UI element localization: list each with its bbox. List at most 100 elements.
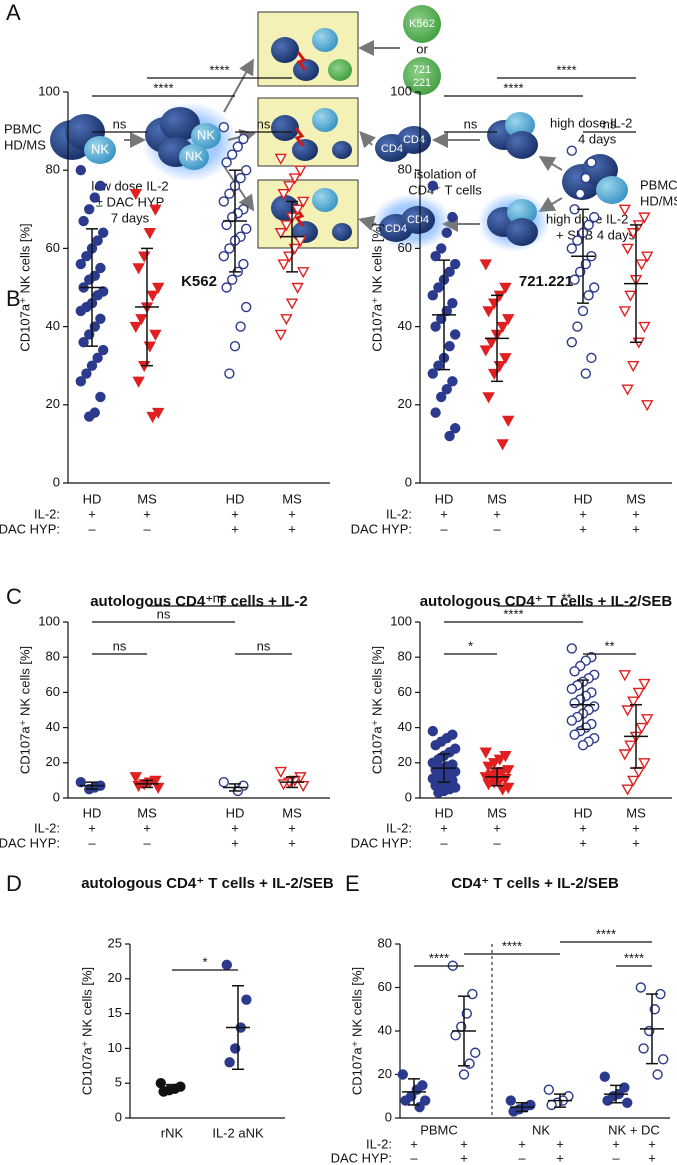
data-point xyxy=(444,340,455,352)
data-point xyxy=(658,1054,669,1065)
group-label: HD xyxy=(435,491,454,506)
group-label: MS xyxy=(626,805,646,820)
data-point xyxy=(572,321,583,332)
category-label: NK + DC xyxy=(608,1122,660,1137)
row-sign: + xyxy=(231,521,239,536)
data-point xyxy=(81,251,92,262)
y-tick-label: 0 xyxy=(405,474,412,489)
data-point xyxy=(92,235,103,246)
significance-label: **** xyxy=(502,938,522,953)
y-tick-label: 0 xyxy=(53,474,60,489)
group-label: HD xyxy=(226,805,245,820)
row-sign: + xyxy=(493,506,501,521)
data-point xyxy=(577,305,589,317)
chart-title: 721.221 xyxy=(519,273,573,290)
data-point xyxy=(627,361,640,373)
y-tick-label: 100 xyxy=(38,613,60,628)
data-point xyxy=(569,274,580,285)
data-point xyxy=(627,775,640,787)
cell-label: 721 xyxy=(413,64,431,76)
data-point xyxy=(129,321,142,334)
data-point xyxy=(420,1095,431,1106)
y-tick-label: 0 xyxy=(53,789,60,804)
row-sign: + xyxy=(440,506,448,521)
significance-label: ns xyxy=(113,116,127,131)
data-point xyxy=(589,282,600,293)
row-sign: – xyxy=(612,1150,620,1165)
data-point xyxy=(297,267,310,279)
data-point xyxy=(427,725,438,737)
data-point xyxy=(441,227,452,238)
data-point xyxy=(294,165,307,177)
label: 4 days xyxy=(578,131,617,146)
data-point xyxy=(129,772,142,784)
data-point xyxy=(622,1097,633,1108)
data-point xyxy=(470,1047,481,1058)
y-tick-label: 5 xyxy=(115,1075,122,1090)
data-point xyxy=(280,220,293,232)
data-point xyxy=(75,305,87,317)
data-point xyxy=(618,749,631,761)
data-point xyxy=(235,321,246,332)
data-point xyxy=(95,262,106,274)
chart-title: CD4⁺ T cells + IL-2/SEB xyxy=(451,875,619,892)
y-tick-label: 40 xyxy=(46,318,60,333)
data-point xyxy=(229,340,241,352)
row-sign: + xyxy=(460,1136,468,1151)
data-point xyxy=(450,1030,461,1041)
data-point xyxy=(566,337,577,348)
data-point xyxy=(447,211,458,223)
data-point xyxy=(496,321,509,334)
data-point xyxy=(543,1084,554,1095)
significance-label: **** xyxy=(429,950,449,965)
row-sign: + xyxy=(288,835,296,850)
y-tick-label: 60 xyxy=(46,240,60,255)
group-label: IL-2 aNK xyxy=(212,1125,264,1140)
significance-label: ns xyxy=(464,116,478,131)
data-point xyxy=(575,188,586,199)
data-point xyxy=(641,251,654,263)
group-label: HD xyxy=(574,805,593,820)
data-point xyxy=(502,314,515,326)
data-point xyxy=(479,345,492,357)
significance-label: ** xyxy=(604,638,614,653)
data-point xyxy=(218,196,230,207)
data-point xyxy=(624,740,637,752)
data-point xyxy=(238,258,249,270)
data-point xyxy=(621,384,634,396)
data-point xyxy=(224,1057,235,1068)
data-point xyxy=(75,164,87,176)
category-label: NK xyxy=(532,1122,550,1137)
y-tick-label: 100 xyxy=(38,83,60,98)
data-point xyxy=(297,780,310,793)
row-sign: + xyxy=(143,506,151,521)
group-label: HD xyxy=(83,805,102,820)
label: PBMC xyxy=(4,121,42,136)
panel-label: C xyxy=(6,584,22,609)
well xyxy=(257,179,359,249)
row-sign: + xyxy=(612,1136,620,1151)
data-point xyxy=(274,228,287,240)
y-tick-label: 80 xyxy=(398,649,412,664)
data-point xyxy=(499,282,512,294)
data-point xyxy=(619,1082,630,1093)
data-point xyxy=(218,251,230,262)
data-point xyxy=(427,290,438,301)
data-point xyxy=(95,391,106,403)
data-point xyxy=(135,314,148,326)
y-tick-label: 80 xyxy=(378,935,392,950)
y-axis-label: CD107a⁺ NK cells [%] xyxy=(349,967,364,1095)
data-point xyxy=(97,227,109,238)
row-sign: + xyxy=(556,1150,564,1165)
row-label: DAC HYP: xyxy=(351,521,412,536)
row-sign: – xyxy=(493,521,501,536)
y-axis-label: CD107a⁺ NK cells [%] xyxy=(369,646,384,774)
row-sign: + xyxy=(440,820,448,835)
significance-label: **** xyxy=(503,606,523,621)
y-tick-label: 100 xyxy=(390,83,412,98)
row-sign: + xyxy=(460,1150,468,1165)
data-point xyxy=(274,153,287,165)
group-label: MS xyxy=(137,491,157,506)
label: HD/MS xyxy=(640,193,677,208)
row-sign: + xyxy=(288,506,296,521)
